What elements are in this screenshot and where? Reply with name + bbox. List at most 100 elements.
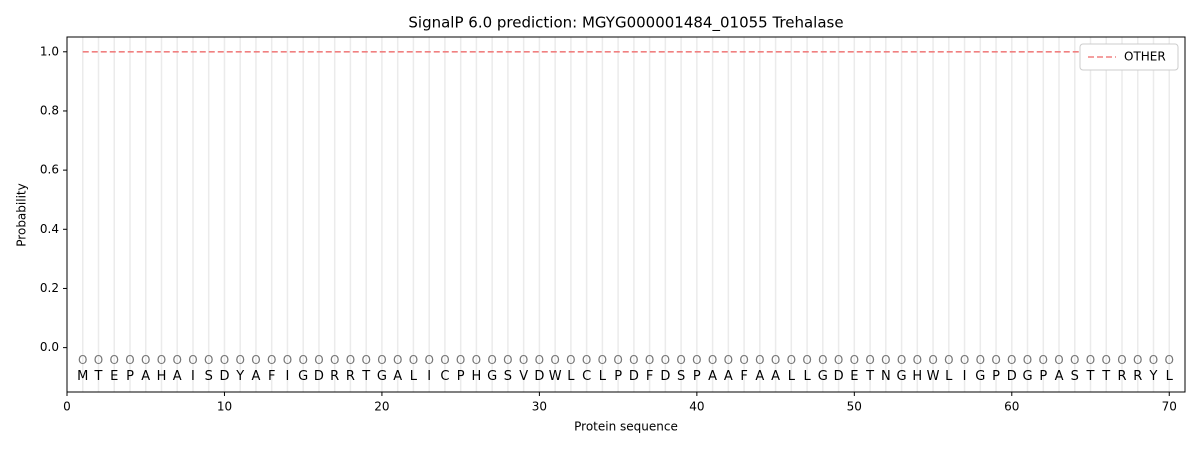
sequence-letter: G [818, 369, 828, 384]
residue-label: O [645, 353, 654, 367]
x-tick-label: 10 [217, 400, 232, 414]
residue-label: O [991, 353, 1000, 367]
sequence-letter: D [834, 369, 844, 384]
y-tick-label: 0.0 [40, 340, 59, 354]
residue-label: O [361, 353, 370, 367]
sequence-letter: S [677, 369, 685, 384]
x-tick-label: 70 [1162, 400, 1177, 414]
residue-label: O [78, 353, 87, 367]
residue-label: O [755, 353, 764, 367]
residue-label: O [881, 353, 890, 367]
sequence-letter: F [646, 369, 653, 384]
residue-label: O [771, 353, 780, 367]
sequence-letter: L [599, 369, 607, 384]
residue-label: O [440, 353, 449, 367]
plot-frame [66, 36, 1186, 393]
sequence-letter: P [1039, 369, 1047, 384]
sequence-letter: H [472, 369, 482, 384]
sequence-letter: W [549, 369, 562, 384]
residue-label: O [251, 353, 260, 367]
x-axis-label: Protein sequence [574, 420, 678, 434]
sequence-letter: Y [1149, 369, 1158, 384]
sequence-letter: I [963, 369, 967, 384]
residue-label: O [1165, 353, 1174, 367]
sequence-letter: A [173, 369, 182, 384]
sequence-letter: A [755, 369, 764, 384]
sequence-letter: C [582, 369, 591, 384]
sequence-letter: A [724, 369, 733, 384]
sequence-letter: N [881, 369, 891, 384]
sequence-letter: D [1007, 369, 1017, 384]
y-tick-label: 0.6 [40, 163, 59, 177]
residue-label: O [865, 353, 874, 367]
residue-label: O [613, 353, 622, 367]
residue-label: O [850, 353, 859, 367]
sequence-letter: E [850, 369, 858, 384]
residue-label: O [1039, 353, 1048, 367]
residue-label: O [110, 353, 119, 367]
sequence-letter: P [126, 369, 134, 384]
residue-label: O [787, 353, 796, 367]
residue-label: O [1102, 353, 1111, 367]
sequence-letter: L [410, 369, 418, 384]
residue-label: O [566, 353, 575, 367]
x-tick-label: 20 [374, 400, 389, 414]
residue-label: O [188, 353, 197, 367]
sequence-letter: D [629, 369, 639, 384]
x-tick-label: 40 [689, 400, 704, 414]
sequence-letter: I [191, 369, 195, 384]
legend-label: OTHER [1124, 50, 1166, 64]
sequence-letter: I [286, 369, 290, 384]
residue-label: O [94, 353, 103, 367]
sequence-letter: E [110, 369, 118, 384]
sequence-letter: T [94, 369, 103, 384]
residue-label: O [346, 353, 355, 367]
sequence-letter: P [693, 369, 701, 384]
sequence-letter: Y [235, 369, 244, 384]
residue-label: O [1133, 353, 1142, 367]
residue-label: O [818, 353, 827, 367]
residue-label: O [1007, 353, 1016, 367]
sequence-letter: C [440, 369, 449, 384]
residue-label: O [267, 353, 276, 367]
sequence-letter: L [803, 369, 811, 384]
sequence-letter: R [1117, 369, 1126, 384]
residue-label: O [692, 353, 701, 367]
sequence-letter: F [268, 369, 275, 384]
sequence-letter: S [504, 369, 512, 384]
residue-label: O [424, 353, 433, 367]
sequence-letter: G [1022, 369, 1032, 384]
sequence-letter: D [314, 369, 324, 384]
residue-label: O [519, 353, 528, 367]
residue-label: O [204, 353, 213, 367]
residue-label: O [393, 353, 402, 367]
x-tick-label: 50 [847, 400, 862, 414]
residue-label: O [1086, 353, 1095, 367]
residue-label: O [1070, 353, 1079, 367]
sequence-letter: L [788, 369, 796, 384]
sequence-letter: A [252, 369, 261, 384]
sequence-letter: A [1055, 369, 1064, 384]
residue-label: O [157, 353, 166, 367]
sequence-letter: W [927, 369, 940, 384]
residue-label: O [141, 353, 150, 367]
residue-label: O [629, 353, 638, 367]
residue-label: O [172, 353, 181, 367]
residue-label: O [314, 353, 323, 367]
sequence-letter: P [992, 369, 1000, 384]
sequence-letter: V [519, 369, 528, 384]
sequence-letter: R [330, 369, 339, 384]
x-tick-label: 0 [63, 400, 71, 414]
sequence-letter: A [708, 369, 717, 384]
sequence-letter: F [740, 369, 747, 384]
residue-label: O [220, 353, 229, 367]
residue-label: O [802, 353, 811, 367]
residue-label: O [456, 353, 465, 367]
residue-label: O [960, 353, 969, 367]
residue-label: O [739, 353, 748, 367]
sequence-letter: S [1071, 369, 1079, 384]
sequence-letter: A [771, 369, 780, 384]
residue-label: O [235, 353, 244, 367]
residue-label: O [330, 353, 339, 367]
